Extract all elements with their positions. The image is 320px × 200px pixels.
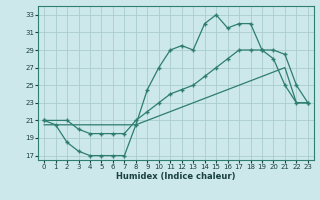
X-axis label: Humidex (Indice chaleur): Humidex (Indice chaleur) <box>116 172 236 181</box>
